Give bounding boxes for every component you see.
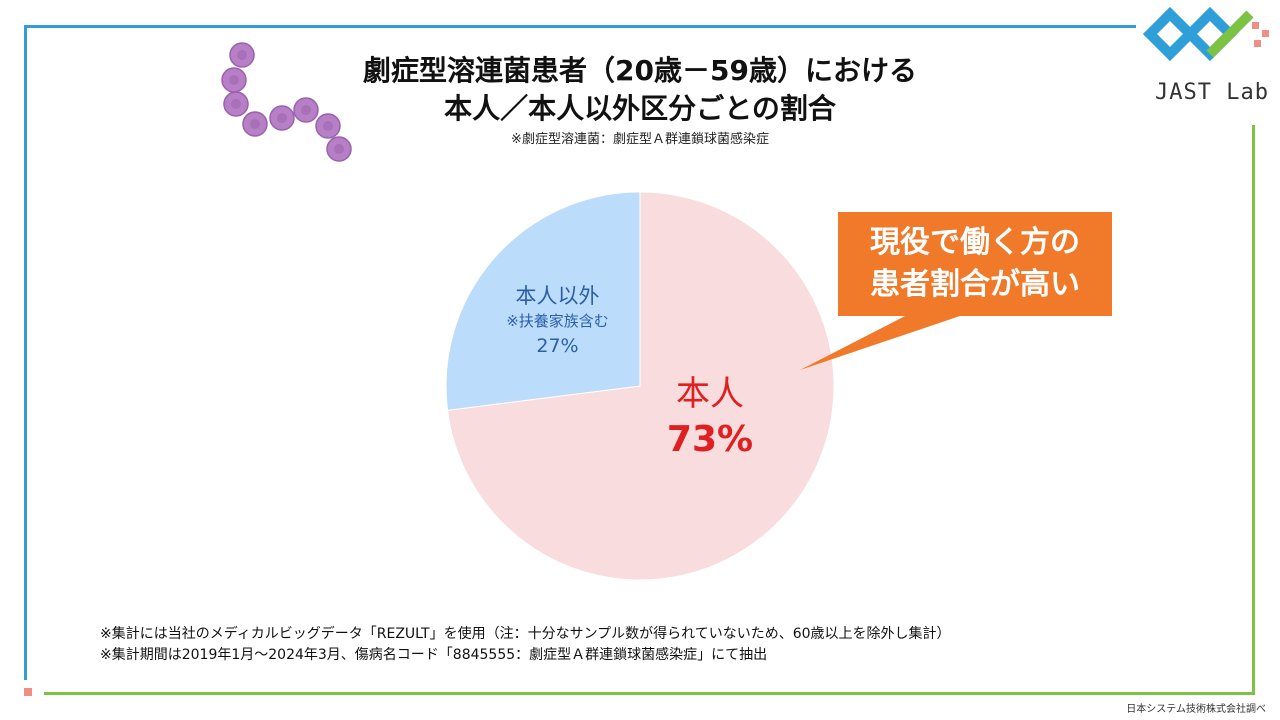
slice-label-other-note: ※扶養家族含む bbox=[506, 312, 609, 330]
footnotes: ※集計には当社のメディカルビッグデータ「REZULT」を使用（注：十分なサンプル… bbox=[100, 624, 951, 666]
source-credit: 日本システム技術株式会社調べ bbox=[1126, 704, 1266, 715]
frame-right-border bbox=[1252, 125, 1255, 695]
title-line-2: 本人／本人以外区分ごとの割合 bbox=[444, 92, 836, 125]
chart-title: 劇症型溶連菌患者（20歳－59歳）における 本人／本人以外区分ごとの割合 bbox=[240, 52, 1040, 128]
callout-box: 現役で働く方の 患者割合が高い bbox=[838, 212, 1112, 316]
pie-slice-self bbox=[446, 191, 835, 581]
corner-accent bbox=[24, 688, 32, 696]
logo-text: JAST Lab bbox=[1155, 80, 1269, 105]
pie-slice-other bbox=[445, 191, 641, 411]
slice-label-other-name: 本人以外 bbox=[515, 284, 600, 308]
slice-label-self-percent: 73% bbox=[666, 419, 754, 460]
slice-label-self-name: 本人 bbox=[676, 374, 744, 414]
jast-lab-logo bbox=[1142, 6, 1269, 62]
chart-subtitle: ※劇症型溶連菌：劇症型Ａ群連鎖球菌感染症 bbox=[511, 132, 769, 147]
frame-bottom-border bbox=[44, 692, 1255, 695]
footnote-2: ※集計期間は2019年1月～2024年3月、傷病名コード「8845555：劇症型… bbox=[100, 647, 768, 663]
footnote-1: ※集計には当社のメディカルビッグデータ「REZULT」を使用（注：十分なサンプル… bbox=[100, 626, 951, 642]
slice-label-other: 本人以外 ※扶養家族含む 27% bbox=[470, 282, 645, 360]
callout-line-1: 現役で働く方の bbox=[870, 225, 1080, 260]
slice-label-other-percent: 27% bbox=[536, 335, 579, 357]
title-line-1: 劇症型溶連菌患者（20歳－59歳）における bbox=[363, 54, 917, 87]
frame-top-border bbox=[24, 25, 1136, 28]
frame-left-border bbox=[24, 25, 27, 680]
callout-line-2: 患者割合が高い bbox=[870, 267, 1080, 302]
streptococcus-illustration bbox=[221, 42, 352, 162]
slice-label-self: 本人 73% bbox=[640, 372, 780, 464]
